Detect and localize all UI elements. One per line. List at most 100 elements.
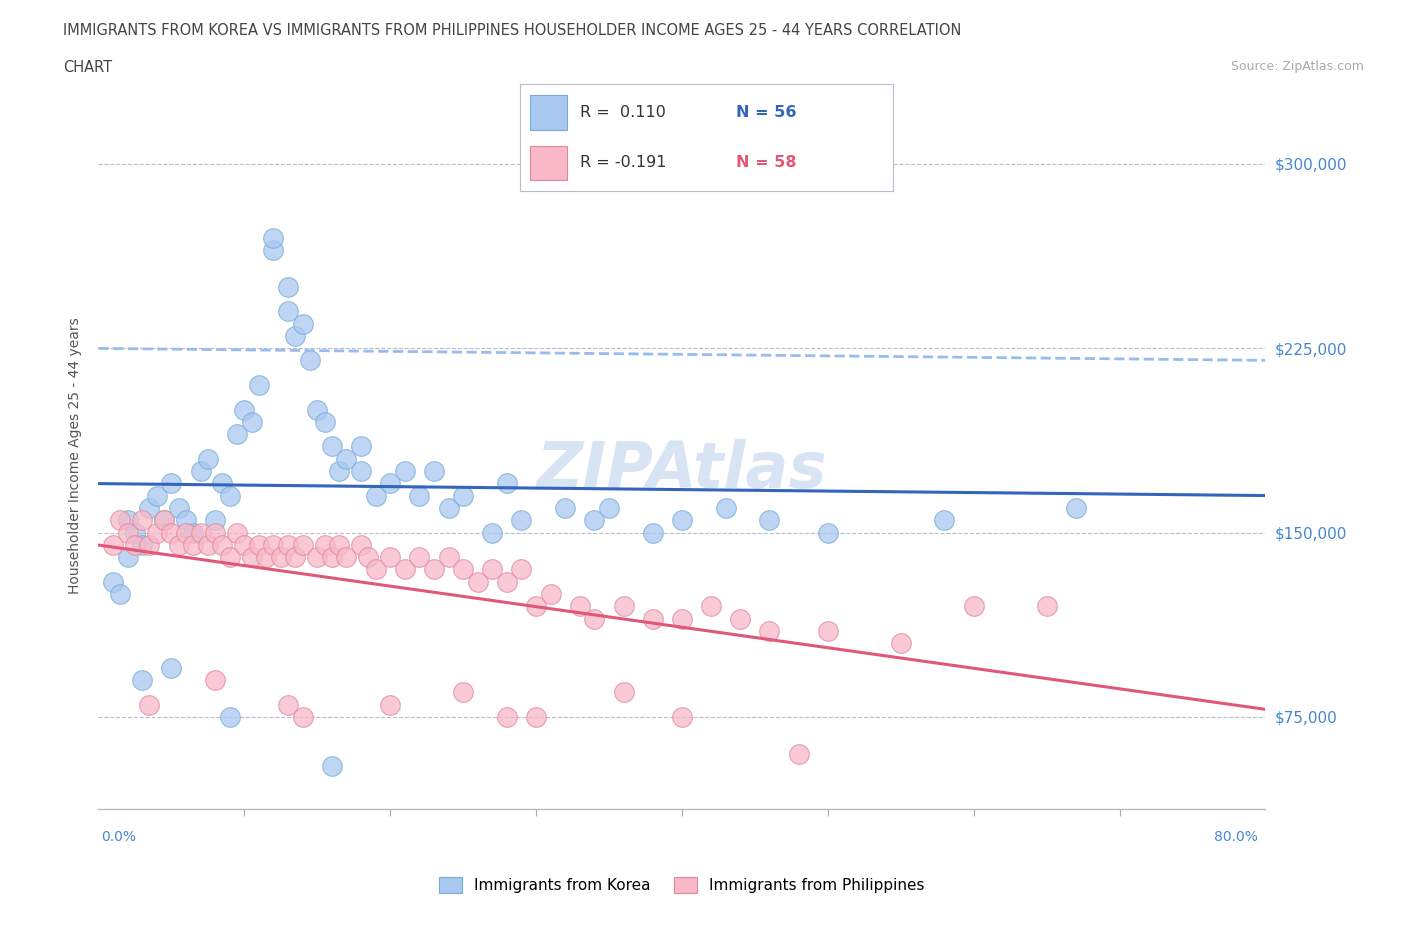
Point <box>233 402 256 417</box>
Point <box>817 525 839 540</box>
Point <box>153 512 176 527</box>
Point <box>364 562 387 577</box>
Point <box>350 464 373 479</box>
Text: N = 56: N = 56 <box>737 105 797 120</box>
Text: 0.0%: 0.0% <box>101 830 136 844</box>
Point <box>277 538 299 552</box>
Point <box>510 512 533 527</box>
Point <box>357 550 380 565</box>
Point <box>423 464 446 479</box>
Point <box>328 464 350 479</box>
Point <box>423 562 446 577</box>
Text: R =  0.110: R = 0.110 <box>579 105 665 120</box>
Point <box>314 538 336 552</box>
Point <box>758 512 780 527</box>
Point <box>890 636 912 651</box>
Y-axis label: Householder Income Ages 25 - 44 years: Householder Income Ages 25 - 44 years <box>67 317 82 594</box>
Point <box>247 378 270 392</box>
Text: IMMIGRANTS FROM KOREA VS IMMIGRANTS FROM PHILIPPINES HOUSEHOLDER INCOME AGES 25 : IMMIGRANTS FROM KOREA VS IMMIGRANTS FROM… <box>63 23 962 38</box>
Point <box>298 353 321 368</box>
Point <box>117 512 139 527</box>
Point <box>1064 500 1087 515</box>
Point <box>481 562 503 577</box>
Text: R = -0.191: R = -0.191 <box>579 155 666 170</box>
Point <box>197 538 219 552</box>
Point <box>138 698 160 712</box>
Point <box>467 574 489 589</box>
FancyBboxPatch shape <box>530 96 567 129</box>
Point <box>131 538 153 552</box>
Point <box>328 538 350 552</box>
Point <box>451 488 474 503</box>
Point <box>314 415 336 430</box>
Point <box>167 500 190 515</box>
Point <box>160 525 183 540</box>
Point <box>117 550 139 565</box>
Point <box>510 562 533 577</box>
Point <box>247 538 270 552</box>
Point <box>378 476 402 491</box>
Point <box>307 402 329 417</box>
Point <box>335 451 357 466</box>
Point <box>307 550 329 565</box>
Point <box>284 328 307 343</box>
Point <box>350 538 373 552</box>
Point <box>598 500 620 515</box>
Point <box>174 512 197 527</box>
Point <box>240 415 263 430</box>
Point <box>218 710 240 724</box>
Point <box>758 623 780 638</box>
Point <box>451 562 474 577</box>
Point <box>612 684 634 699</box>
Point <box>190 525 212 540</box>
Point <box>378 698 402 712</box>
Point <box>481 525 503 540</box>
Point <box>437 500 460 515</box>
Point <box>730 611 752 626</box>
Point <box>700 599 723 614</box>
Point <box>211 538 233 552</box>
Point <box>270 550 292 565</box>
Point <box>160 476 183 491</box>
Point <box>146 525 169 540</box>
Point <box>190 464 212 479</box>
Point <box>437 550 460 565</box>
Text: CHART: CHART <box>63 60 112 75</box>
Point <box>138 538 160 552</box>
Point <box>583 611 606 626</box>
Point <box>204 525 226 540</box>
Point <box>284 550 307 565</box>
FancyBboxPatch shape <box>530 146 567 180</box>
Point <box>204 672 226 687</box>
Point <box>174 525 197 540</box>
Point <box>262 243 284 258</box>
Point <box>394 562 416 577</box>
Point <box>934 512 956 527</box>
Point <box>277 279 299 294</box>
Point <box>181 538 204 552</box>
Point <box>962 599 984 614</box>
Point <box>335 550 357 565</box>
Point <box>167 538 190 552</box>
Point <box>641 525 664 540</box>
Point <box>226 427 249 442</box>
Point <box>714 500 737 515</box>
Point <box>181 525 204 540</box>
Point <box>321 439 343 454</box>
Point <box>124 525 146 540</box>
Point <box>160 660 183 675</box>
Point <box>204 512 226 527</box>
Point <box>495 710 517 724</box>
Point <box>277 304 299 319</box>
Point <box>101 538 124 552</box>
Point <box>262 538 284 552</box>
Point <box>226 525 249 540</box>
Point <box>146 488 169 503</box>
Point <box>117 525 139 540</box>
Point <box>495 574 517 589</box>
Point <box>408 550 430 565</box>
Point <box>671 611 693 626</box>
Point <box>554 500 576 515</box>
Point <box>131 512 153 527</box>
Point <box>364 488 387 503</box>
